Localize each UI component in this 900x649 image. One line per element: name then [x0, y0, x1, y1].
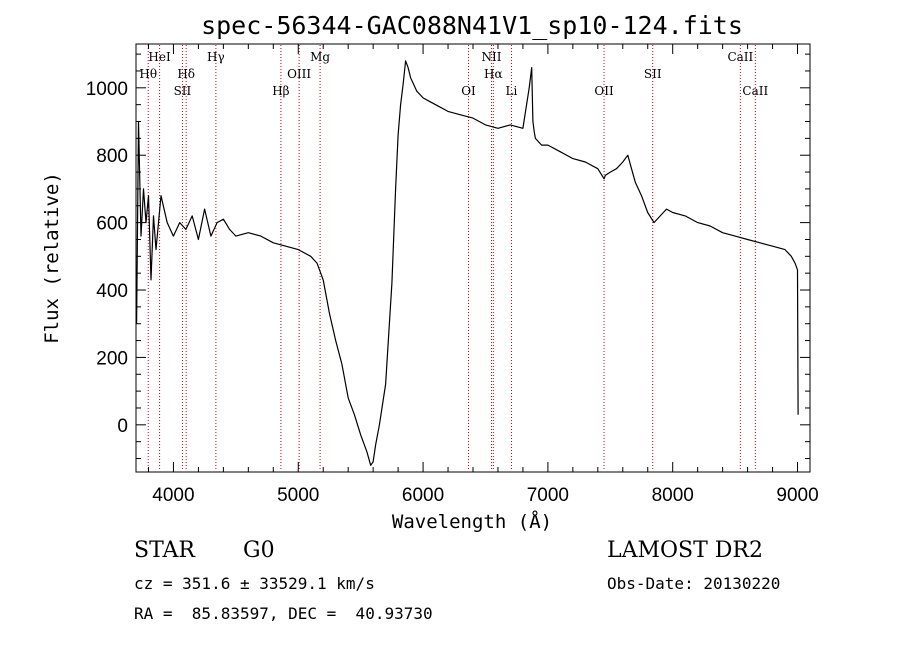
line-marker-label: Hβ	[272, 84, 289, 98]
line-marker-label: SII	[174, 84, 192, 98]
object-subclass: G0	[243, 538, 275, 563]
observation-date: Obs-Date: 20130220	[607, 574, 781, 593]
x-tick-label: 8000	[652, 485, 694, 506]
plot-frame	[135, 43, 811, 473]
y-tick-label: 1000	[86, 79, 128, 100]
axis-ticks: 4000 5000 6000 7000 8000 9000 0 200 400 600 800 100…	[86, 44, 819, 506]
line-marker-label: CaII	[742, 84, 768, 98]
spectrum-series	[136, 60, 799, 466]
y-tick-label: 200	[96, 348, 128, 369]
x-axis-label: Wavelength (Å)	[392, 510, 552, 533]
x-tick-label: 9000	[776, 485, 818, 506]
line-marker-label: Mg	[310, 50, 330, 64]
x-tick-label: 6000	[402, 485, 444, 506]
x-tick-label: 7000	[527, 485, 569, 506]
line-marker-label: SII	[644, 67, 662, 81]
line-marker-label: Hθ	[139, 67, 157, 81]
line-marker-label: Li	[506, 84, 518, 98]
y-tick-label: 600	[96, 214, 128, 235]
survey-name: LAMOST DR2	[607, 538, 763, 563]
y-tick-label: 400	[96, 281, 128, 302]
line-marker-label: OIII	[287, 67, 311, 81]
spectrum-line	[136, 60, 799, 466]
line-marker-label: OI	[461, 84, 476, 98]
object-class: STAR	[134, 538, 195, 563]
y-tick-label: 800	[96, 146, 128, 167]
chart-title: spec-56344-GAC088N41V1_sp10-124.fits	[201, 11, 743, 40]
line-marker-label: HeI	[148, 50, 171, 64]
line-marker-label: NII	[481, 50, 501, 64]
y-axis-label: Flux (relative)	[41, 172, 63, 344]
y-tick-label: 0	[117, 416, 128, 437]
line-marker-label: OII	[594, 84, 614, 98]
line-marker-label: Hδ	[177, 67, 195, 81]
x-tick-label: 4000	[152, 485, 194, 506]
emission-line-markers	[147, 45, 756, 471]
line-marker-label: Hα	[484, 67, 503, 81]
redshift-velocity: cz = 351.6 ± 33529.1 km/s	[134, 574, 375, 593]
line-marker-label: CaII	[727, 50, 753, 64]
coordinates: RA = 85.83597, DEC = 40.93730	[134, 604, 433, 623]
line-marker-label: Hγ	[207, 50, 225, 64]
x-tick-label: 5000	[277, 485, 319, 506]
